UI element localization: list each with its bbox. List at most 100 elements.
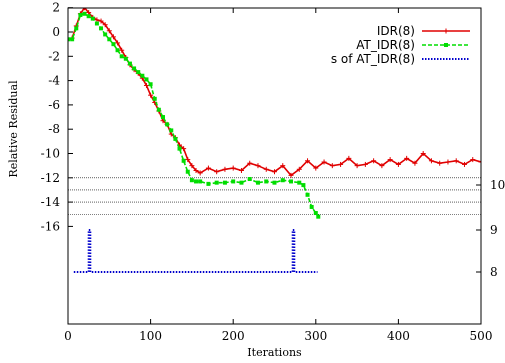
data-point-plus: [395, 161, 401, 167]
y-tick-label: -16: [41, 219, 60, 233]
data-point-plus: [305, 158, 311, 164]
data-point-square: [181, 158, 186, 163]
series-2: [73, 229, 318, 273]
data-point-square: [119, 54, 124, 59]
data-point-plus: [445, 159, 451, 165]
data-point-plus: [238, 168, 244, 174]
x-tick-label: 300: [304, 329, 327, 343]
data-point-square: [90, 16, 95, 21]
data-point-plus: [288, 172, 294, 178]
data-point-plus: [247, 160, 253, 166]
data-point-square: [144, 77, 149, 82]
data-point-plus: [412, 160, 418, 166]
data-point-square: [127, 61, 132, 66]
series-1: [68, 11, 321, 219]
data-point-square: [189, 178, 194, 183]
data-point-plus: [189, 163, 195, 169]
data-point-square: [86, 14, 91, 19]
data-point-square: [156, 107, 161, 112]
y-tick-label: -4: [48, 74, 60, 88]
data-point-square: [82, 11, 87, 16]
data-point-square: [280, 178, 285, 183]
x-tick-label: 500: [470, 329, 493, 343]
data-point-square: [94, 21, 99, 26]
data-point-plus: [110, 34, 116, 40]
legend-label: s of AT_IDR(8): [331, 52, 415, 66]
data-point-plus: [443, 28, 449, 34]
data-point-square: [301, 183, 306, 188]
data-point-square: [255, 180, 260, 185]
data-point-plus: [296, 166, 302, 172]
data-point-square: [165, 122, 170, 127]
data-point-square: [309, 204, 314, 209]
x-tick-label: 400: [387, 329, 410, 343]
data-point-square: [272, 180, 277, 185]
data-point-plus: [181, 146, 187, 152]
data-point-plus: [354, 163, 360, 169]
data-point-square: [214, 180, 219, 185]
data-point-plus: [119, 47, 125, 53]
x-tick-label: 200: [222, 329, 245, 343]
legend: IDR(8)AT_IDR(8)s of AT_IDR(8): [331, 24, 470, 66]
series-0: [68, 8, 481, 178]
data-point-square: [305, 192, 310, 197]
data-point-plus: [478, 159, 481, 165]
data-point-plus: [263, 166, 269, 172]
data-point-plus: [404, 155, 410, 161]
data-point-plus: [255, 163, 261, 169]
data-point-square: [239, 180, 244, 185]
ticks-layer: 0 100 200 300 400 500 2 0 -2 -4 -6 -8 -10 -12 -14 -16 10…: [41, 1, 505, 343]
data-point-plus: [272, 169, 277, 175]
data-point-plus: [453, 158, 459, 164]
data-point-square: [148, 82, 153, 87]
data-point-plus: [321, 159, 327, 165]
data-point-plus: [437, 160, 443, 166]
x-tick-label: 0: [64, 329, 72, 343]
y2-tick-label: 8: [490, 265, 498, 279]
data-point-square: [185, 169, 190, 174]
data-point-square: [136, 70, 141, 75]
data-point-square: [74, 26, 79, 31]
y-tick-label: -14: [41, 195, 61, 209]
data-point-square: [297, 180, 302, 185]
data-point-plus: [362, 161, 368, 167]
y2-tick-label: 9: [490, 223, 498, 237]
data-point-square: [316, 214, 321, 219]
data-point-plus: [371, 158, 377, 164]
data-point-plus: [329, 163, 335, 169]
data-point-plus: [82, 8, 88, 11]
data-point-plus: [313, 165, 319, 171]
data-point-plus: [115, 40, 121, 46]
data-point-plus: [379, 163, 385, 169]
data-point-square: [289, 179, 294, 184]
series-line: [73, 229, 318, 273]
data-point-plus: [106, 28, 112, 34]
data-point-plus: [98, 18, 104, 24]
data-point-square: [194, 179, 199, 184]
data-point-plus: [280, 163, 286, 169]
data-point-square: [140, 73, 145, 78]
reference-lines: [68, 177, 481, 215]
y-tick-label: -8: [48, 122, 60, 136]
y-tick-label: -10: [41, 147, 60, 161]
data-point-square: [103, 32, 108, 37]
data-point-plus: [143, 82, 149, 88]
data-point-square: [123, 56, 128, 61]
y-tick-label: -12: [41, 171, 60, 185]
data-point-square: [247, 177, 252, 182]
plot-frame: [67, 7, 482, 325]
y-tick-label: -6: [48, 98, 60, 112]
series-line: [68, 8, 481, 177]
data-point-plus: [193, 168, 199, 174]
data-point-plus: [102, 22, 108, 28]
series-line: [68, 12, 319, 218]
data-point-square: [99, 26, 104, 31]
data-point-square: [444, 43, 448, 47]
data-point-square: [70, 37, 75, 42]
data-point-square: [198, 179, 203, 184]
data-point-square: [231, 179, 236, 184]
data-point-plus: [338, 161, 344, 167]
data-point-square: [152, 96, 157, 101]
data-point-plus: [420, 151, 426, 156]
